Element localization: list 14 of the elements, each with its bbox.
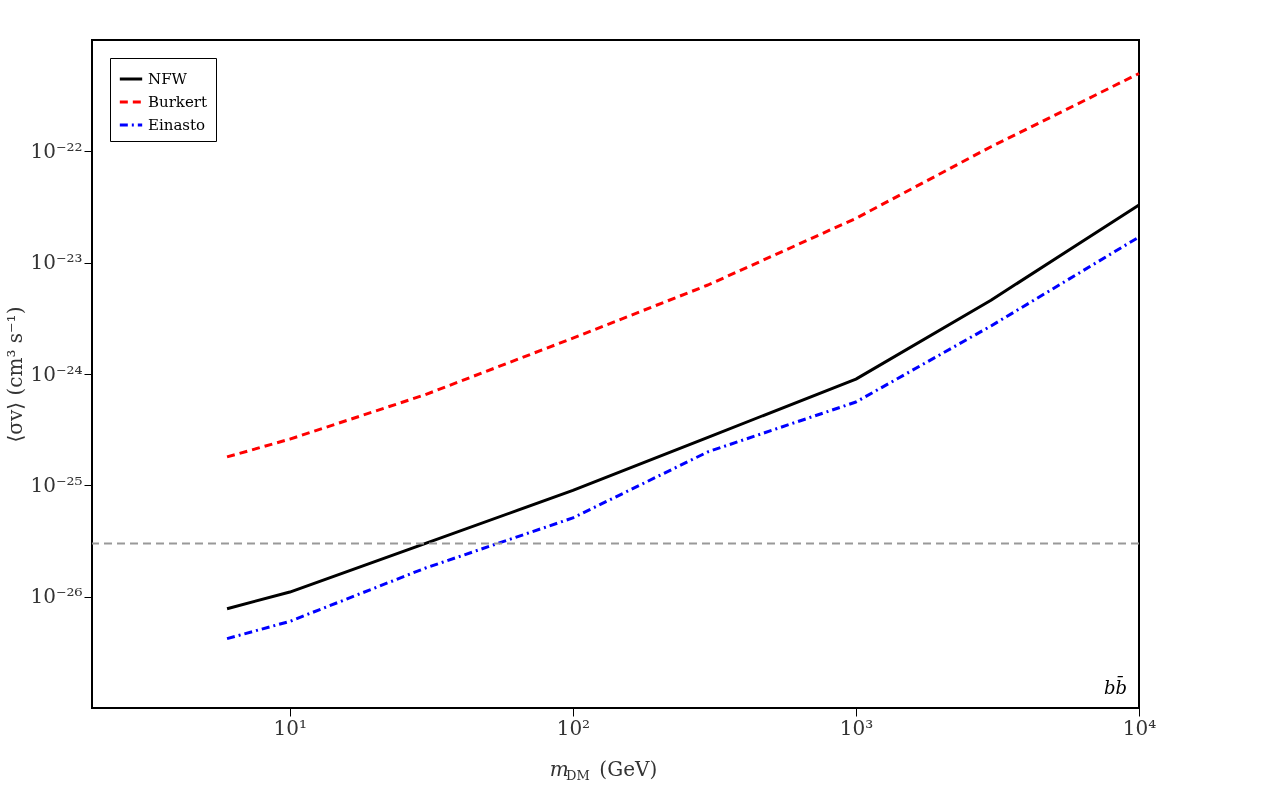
y-tick-label: 10⁻²⁴ (30, 361, 83, 386)
x-tick-label: 10³ (839, 715, 874, 740)
legend-label: Einasto (148, 116, 206, 134)
y-tick-label: 10⁻²⁶ (30, 584, 83, 609)
y-tick-label: 10⁻²⁵ (30, 472, 83, 497)
y-tick-label: 10⁻²³ (30, 250, 83, 275)
x-tick-label: 10⁴ (1122, 715, 1157, 740)
x-tick-label: 10¹ (273, 715, 308, 740)
x-tick-label: 10² (556, 715, 591, 740)
legend-label: NFW (148, 70, 188, 88)
legend-label: Burkert (148, 93, 208, 111)
y-axis-title: ⟨σv⟩ (cm³ s⁻¹) (3, 306, 28, 443)
annotation: bb̄ (1103, 675, 1127, 698)
y-tick-label: 10⁻²² (30, 138, 83, 163)
